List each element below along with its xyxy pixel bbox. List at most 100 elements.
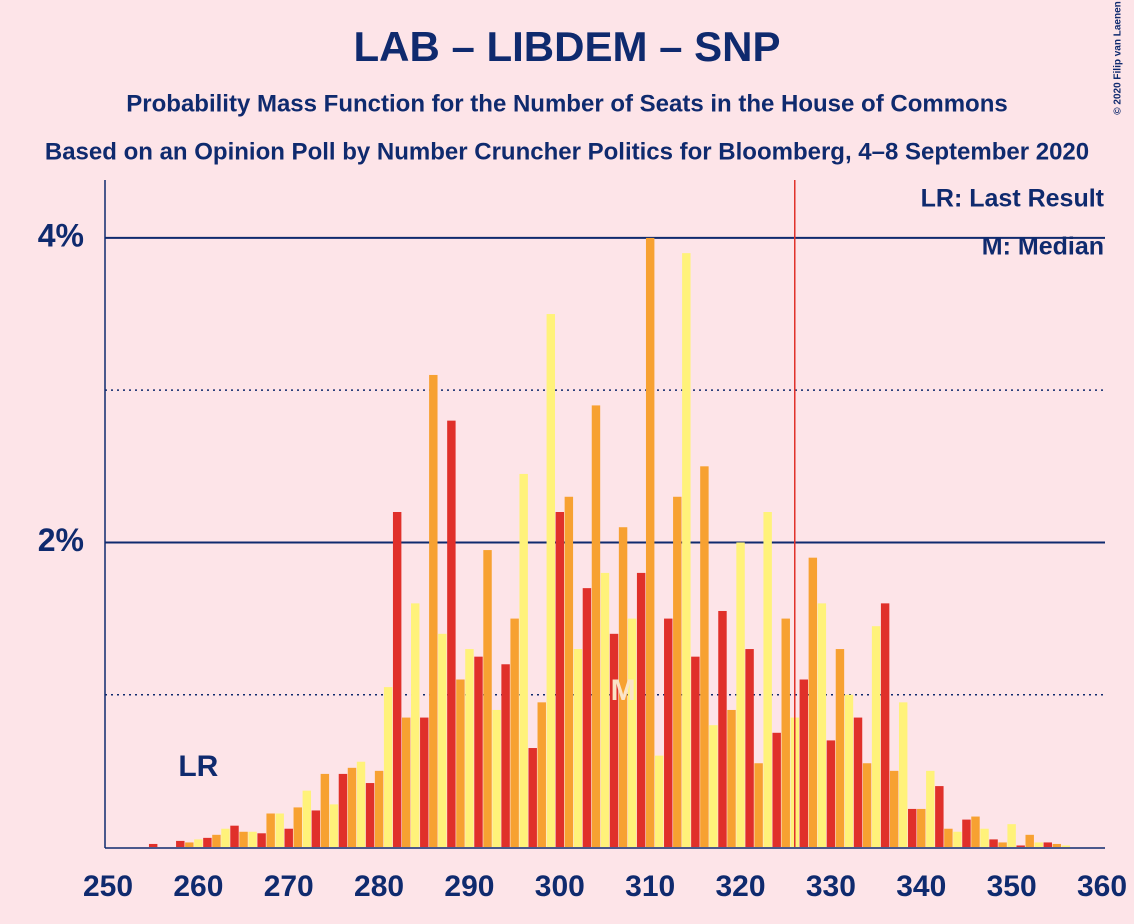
bar <box>374 770 384 847</box>
bar <box>1043 842 1052 847</box>
bar <box>519 473 528 847</box>
bar <box>311 810 321 847</box>
bar <box>555 512 565 847</box>
x-tick-label: 260 <box>173 870 223 903</box>
bar <box>600 572 610 847</box>
subtitle: Based on an Opinion Poll by Number Crunc… <box>45 138 1089 165</box>
bar <box>709 725 718 847</box>
bar <box>618 527 628 847</box>
bar <box>420 717 429 847</box>
bar <box>817 603 827 847</box>
bar <box>429 374 438 847</box>
bar <box>230 825 239 847</box>
bar <box>248 831 257 847</box>
bar <box>465 649 474 847</box>
bar <box>691 656 700 847</box>
x-tick-label: 300 <box>535 870 585 903</box>
bar <box>411 603 420 847</box>
legend-entry: LR: Last Result <box>921 185 1105 213</box>
bar <box>573 649 583 847</box>
bar <box>627 618 637 847</box>
bar <box>664 618 673 847</box>
bar <box>953 831 962 847</box>
bar <box>338 773 348 847</box>
y-tick-label: 2% <box>38 522 84 558</box>
bar <box>447 420 456 847</box>
bar <box>275 813 284 847</box>
bar <box>221 828 230 847</box>
bar <box>754 763 763 847</box>
bar <box>510 618 519 847</box>
x-tick-label: 360 <box>1077 870 1127 903</box>
bar <box>564 496 574 847</box>
bar <box>474 656 483 847</box>
bar <box>185 842 194 847</box>
subtitle: Probability Mass Function for the Number… <box>126 90 1007 117</box>
bar <box>889 770 899 847</box>
bar <box>718 610 727 847</box>
x-tick-label: 310 <box>625 870 675 903</box>
last-result-marker: LR <box>178 750 218 783</box>
bar <box>808 557 818 847</box>
bar <box>971 816 980 847</box>
x-tick-label: 330 <box>806 870 856 903</box>
bar <box>1025 834 1034 847</box>
bar <box>862 763 872 847</box>
bar <box>266 813 275 847</box>
bar <box>926 770 935 847</box>
bar <box>727 709 736 847</box>
bar <box>898 702 908 847</box>
bar <box>871 626 881 847</box>
bar <box>772 732 781 847</box>
x-tick-label: 280 <box>354 870 404 903</box>
bar <box>736 542 745 847</box>
y-tick-label: 4% <box>38 217 84 253</box>
bar <box>844 694 854 847</box>
bar <box>528 748 537 847</box>
legend-entry: M: Median <box>982 233 1104 261</box>
bar <box>257 833 266 847</box>
bar <box>438 633 447 847</box>
bar <box>989 839 998 847</box>
bar <box>1034 842 1043 847</box>
bar <box>537 702 546 847</box>
x-tick-label: 340 <box>896 870 946 903</box>
bar <box>148 843 158 847</box>
bar <box>799 679 809 847</box>
bar <box>239 831 248 847</box>
bar <box>1061 845 1071 847</box>
bar <box>1016 845 1025 847</box>
bar <box>980 828 989 847</box>
bar <box>492 709 501 847</box>
bar <box>673 496 682 847</box>
x-tick-label: 290 <box>444 870 494 903</box>
x-tick-label: 320 <box>716 870 766 903</box>
bar <box>365 783 375 847</box>
bar <box>591 405 601 847</box>
bar <box>347 767 357 847</box>
x-tick-label: 250 <box>83 870 133 903</box>
x-tick-label: 270 <box>264 870 314 903</box>
bar <box>645 237 655 848</box>
bar <box>356 761 366 847</box>
bar <box>203 837 212 847</box>
bar <box>293 807 302 847</box>
bar <box>1052 843 1062 847</box>
bar <box>392 512 402 847</box>
bar <box>194 839 203 847</box>
bar <box>745 649 754 847</box>
bar <box>582 588 592 847</box>
copyright: © 2020 Filip van Laenen <box>1113 1 1124 115</box>
bar <box>176 840 185 847</box>
bar <box>826 740 836 847</box>
median-marker: M <box>611 674 636 707</box>
bar <box>302 790 312 847</box>
bar <box>908 808 917 847</box>
bar <box>1007 824 1016 847</box>
bar <box>781 618 790 847</box>
chart-title: LAB – LIBDEM – SNP <box>353 23 780 70</box>
bar <box>401 717 411 847</box>
bar <box>935 786 944 847</box>
bar <box>944 828 953 847</box>
